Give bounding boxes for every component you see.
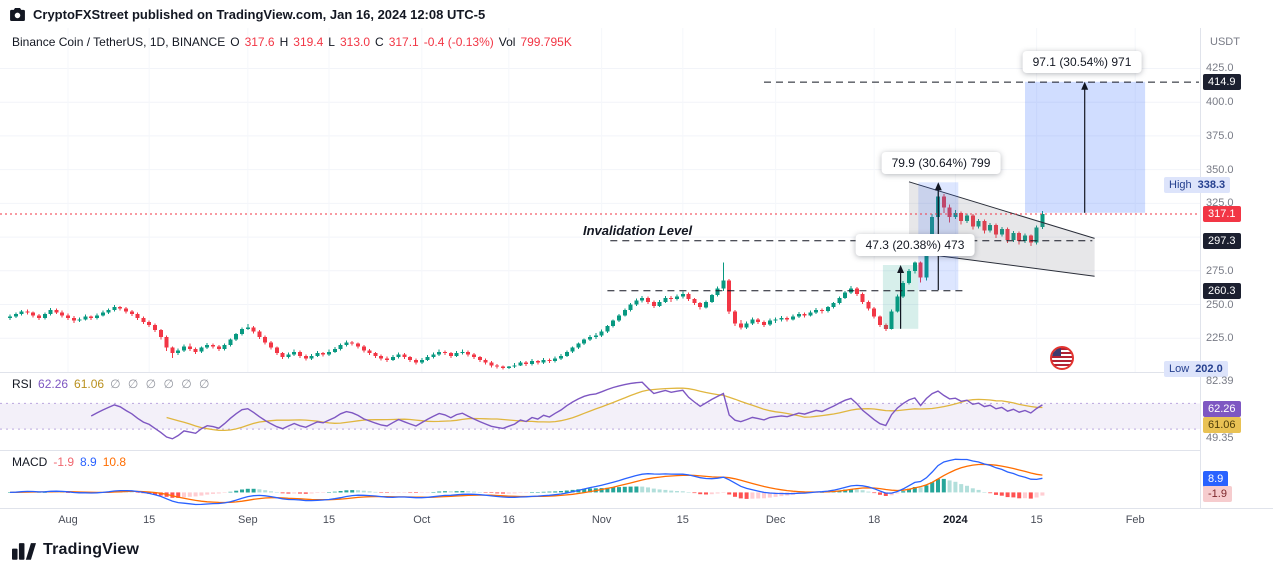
currency-label: USDT (1210, 36, 1240, 48)
badge-value: 260.3 (1208, 284, 1236, 297)
macd-badge--1.9: -1.9 (1203, 486, 1232, 503)
rsi-canvas[interactable] (0, 373, 1200, 451)
macd-canvas[interactable] (0, 451, 1200, 509)
rsi-ma-value: 61.06 (74, 377, 105, 391)
tradingview-wordmark[interactable]: TradingView (43, 541, 140, 558)
time-tick-label: 18 (868, 514, 881, 526)
price-tick-label: 375.0 (1206, 129, 1234, 142)
price-tick-label: 325.0 (1206, 197, 1234, 210)
chart-widget[interactable]: Binance Coin / TetherUS, 1D, BINANCE O 3… (0, 28, 1273, 532)
main-chart-canvas[interactable] (0, 28, 1200, 372)
flag-canton (1052, 348, 1061, 356)
time-tick-label: 15 (1030, 514, 1043, 526)
time-tick-label: Oct (413, 514, 431, 526)
time-tick-label: Feb (1125, 514, 1145, 526)
price-pane[interactable]: Binance Coin / TetherUS, 1D, BINANCE O 3… (0, 28, 1200, 372)
attribution-text: CryptoFXStreet published on TradingView.… (33, 6, 486, 22)
price-tick-label: 400.0 (1206, 96, 1234, 109)
macd-pane[interactable]: MACD -1.9 8.9 10.8 (0, 450, 1200, 509)
badge-value: 297.3 (1208, 234, 1236, 247)
second-leg-measure-label[interactable]: 79.9 (30.64%) 799 (881, 152, 1001, 174)
price-tick-label: 425.0 (1206, 62, 1234, 75)
price-axis-separator (1200, 28, 1201, 508)
badge-value: 338.3 (1197, 179, 1226, 192)
first-leg-measure-label[interactable]: 47.3 (20.38%) 473 (855, 234, 975, 256)
time-axis[interactable]: Aug 15 Sep 15 Oct 16 Nov 15 Dec 18 2024 15 Feb (0, 508, 1273, 533)
rsi-badge-61.06: 61.06 (1203, 416, 1241, 433)
price-badge-260.3: 260.3 (1203, 282, 1241, 299)
invalidation-level-label[interactable]: Invalidation Level (583, 223, 693, 238)
time-tick-label: Sep (238, 514, 258, 526)
time-tick-label: 16 (502, 514, 515, 526)
macd-line-value: 8.9 (80, 455, 97, 469)
rsi-label[interactable]: RSI (12, 377, 33, 391)
price-badge-297.3: 297.3 (1203, 232, 1241, 249)
time-tick-label: 15 (322, 514, 336, 526)
badge-value: 317.1 (1208, 208, 1236, 221)
price-tick-label: 275.0 (1206, 264, 1234, 277)
time-tick-label: Aug (58, 514, 78, 526)
badge-value: 414.9 (1208, 76, 1236, 89)
tradingview-logo-icon[interactable] (12, 541, 36, 560)
price-badge-317.1: 317.1 (1203, 206, 1241, 223)
time-tick-label: Nov (591, 514, 612, 526)
rsi-tick-label: 49.35 (1206, 431, 1234, 444)
price-tick-label: 350.0 (1206, 163, 1234, 176)
time-tick-label: 2024 (943, 514, 968, 526)
price-tick-label: 225.0 (1206, 332, 1234, 345)
us-flag-event-icon[interactable] (1050, 346, 1074, 370)
macd-signal-value: 10.8 (102, 455, 127, 469)
time-tick-label: Dec (765, 514, 786, 526)
macd-label[interactable]: MACD (12, 455, 48, 469)
rsi-hidden-args: ∅ ∅ ∅ ∅ ∅ ∅ (110, 377, 212, 391)
macd-header: MACD -1.9 8.9 10.8 (12, 455, 126, 469)
rsi-tick-label: 82.39 (1206, 375, 1234, 388)
projection-measure-label[interactable]: 97.1 (30.54%) 971 (1022, 51, 1142, 73)
rsi-header: RSI 62.26 61.06 ∅ ∅ ∅ ∅ ∅ ∅ (12, 377, 211, 391)
rsi-badge-62.26: 62.26 (1203, 400, 1241, 417)
price-badge-414.9: 414.9 (1203, 74, 1241, 91)
rsi-pane[interactable]: RSI 62.26 61.06 ∅ ∅ ∅ ∅ ∅ ∅ (0, 372, 1200, 451)
macd-hist-value: -1.9 (53, 455, 75, 469)
time-tick-label: 15 (676, 514, 689, 526)
footer-bar: TradingView (0, 532, 1273, 568)
price-tick-label: 250.0 (1206, 298, 1234, 311)
rsi-value: 62.26 (38, 377, 69, 391)
camera-icon (10, 7, 25, 21)
macd-badge-8.9: 8.9 (1203, 471, 1229, 488)
time-tick-label: 15 (143, 514, 156, 526)
symbol-title[interactable]: Binance Coin / TetherUS, 1D, BINANCE (12, 35, 226, 49)
attribution-bar: CryptoFXStreet published on TradingView.… (0, 0, 1273, 28)
